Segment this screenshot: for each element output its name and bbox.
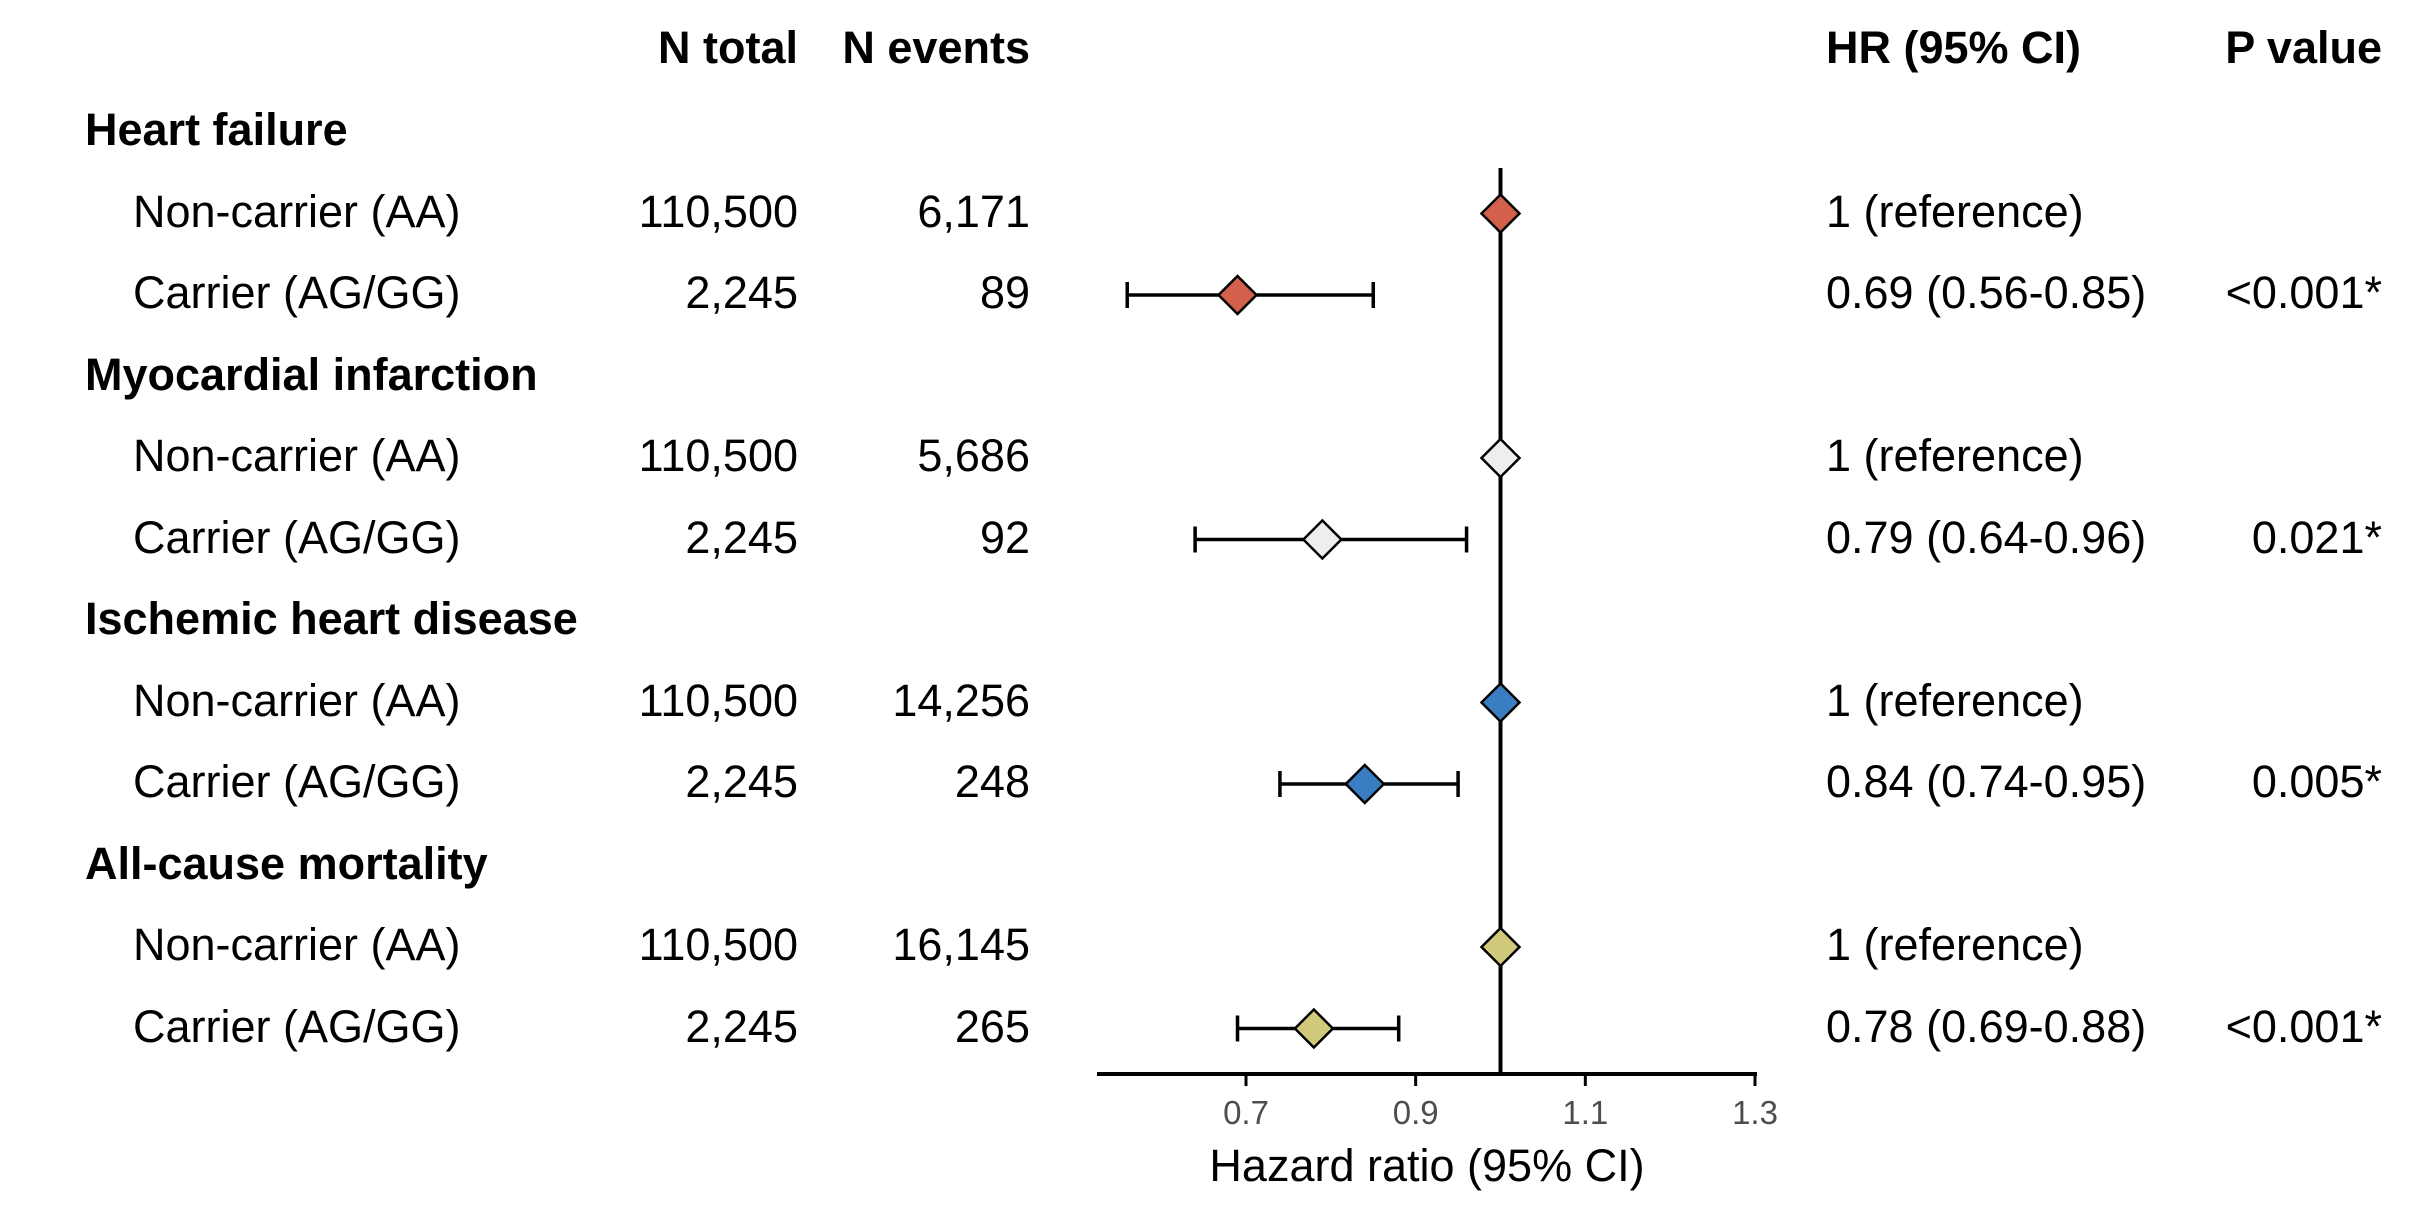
- hr-point-diamond: [1343, 763, 1386, 805]
- n-total-value: 2,245: [685, 267, 798, 319]
- row-label: Carrier (AG/GG): [133, 267, 461, 319]
- group-title: Heart failure: [85, 104, 348, 156]
- hr-ci-value: 0.79 (0.64-0.96): [1826, 511, 2147, 563]
- hr-point-diamond: [1293, 1007, 1335, 1050]
- n-total-value: 110,500: [638, 919, 798, 971]
- header-p-value: P value: [2225, 22, 2382, 73]
- group-title: Myocardial infarction: [85, 348, 538, 400]
- p-value: <0.001*: [2225, 267, 2382, 319]
- n-events-value: 248: [954, 756, 1030, 808]
- n-events-value: 16,145: [892, 919, 1030, 971]
- n-total-value: 2,245: [685, 511, 798, 563]
- n-events-value: 89: [979, 267, 1030, 319]
- header-n-events: N events: [842, 22, 1030, 73]
- n-events-value: 5,686: [917, 430, 1030, 482]
- p-value: <0.001*: [2225, 1000, 2382, 1052]
- hr-point-diamond: [1479, 926, 1522, 968]
- hr-point-diamond: [1479, 437, 1522, 479]
- hr-point-diamond: [1301, 518, 1344, 561]
- hr-point-diamond: [1479, 681, 1522, 724]
- group-title: All-cause mortality: [85, 837, 488, 889]
- hr-ci-value: 0.78 (0.69-0.88): [1826, 1000, 2147, 1052]
- row-label: Carrier (AG/GG): [133, 511, 461, 563]
- hr-ci-value: 0.69 (0.56-0.85): [1826, 267, 2147, 319]
- p-value: 0.005*: [2251, 756, 2382, 808]
- row-label: Carrier (AG/GG): [133, 756, 461, 808]
- x-axis-label: Hazard ratio (95% CI): [1209, 1140, 1645, 1191]
- row-label: Non-carrier (AA): [133, 185, 461, 237]
- x-tick-label: 0.7: [1223, 1094, 1269, 1131]
- hr-point-diamond: [1479, 192, 1522, 235]
- row-label: Non-carrier (AA): [133, 674, 461, 726]
- header-hr: HR (95% CI): [1826, 22, 2082, 73]
- x-tick-label: 0.9: [1393, 1094, 1439, 1131]
- n-total-value: 2,245: [685, 1000, 798, 1052]
- n-total-value: 110,500: [638, 430, 798, 482]
- x-tick-label: 1.3: [1732, 1094, 1778, 1131]
- n-events-value: 92: [979, 511, 1030, 563]
- x-tick-label: 1.1: [1562, 1094, 1608, 1131]
- n-total-value: 110,500: [638, 674, 798, 726]
- hr-point-diamond: [1216, 274, 1259, 316]
- n-total-value: 110,500: [638, 185, 798, 237]
- hr-ci-value: 1 (reference): [1826, 919, 2084, 971]
- hr-ci-value: 1 (reference): [1826, 430, 2084, 482]
- n-events-value: 6,171: [917, 185, 1030, 237]
- row-label: Non-carrier (AA): [133, 919, 461, 971]
- row-label: Carrier (AG/GG): [133, 1000, 461, 1052]
- hr-ci-value: 1 (reference): [1826, 185, 2084, 237]
- n-total-value: 2,245: [685, 756, 798, 808]
- n-events-value: 14,256: [892, 674, 1030, 726]
- hr-ci-value: 0.84 (0.74-0.95): [1826, 756, 2147, 808]
- n-events-value: 265: [954, 1000, 1030, 1052]
- p-value: 0.021*: [2251, 511, 2382, 563]
- group-title: Ischemic heart disease: [85, 593, 578, 645]
- hr-ci-value: 1 (reference): [1826, 674, 2084, 726]
- row-label: Non-carrier (AA): [133, 430, 461, 482]
- header-n-total: N total: [658, 22, 798, 73]
